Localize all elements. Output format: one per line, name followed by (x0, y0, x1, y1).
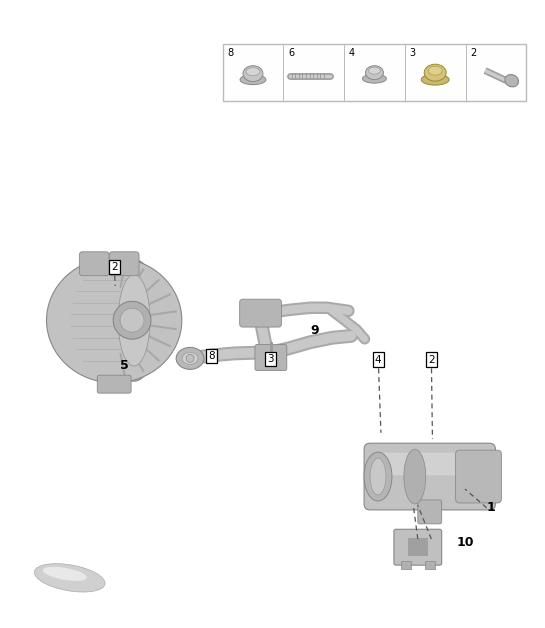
Text: 5: 5 (119, 359, 128, 372)
FancyBboxPatch shape (240, 299, 281, 327)
Bar (283, 44, 344, 102)
Bar (344, 44, 405, 102)
Ellipse shape (370, 458, 386, 495)
Ellipse shape (43, 567, 87, 581)
FancyBboxPatch shape (394, 529, 441, 565)
Bar (408, 544, 428, 550)
Bar (222, 44, 526, 102)
Ellipse shape (366, 66, 383, 80)
Ellipse shape (34, 564, 105, 592)
FancyBboxPatch shape (364, 443, 495, 510)
Text: 2: 2 (470, 48, 477, 58)
Ellipse shape (364, 452, 392, 501)
Text: 2: 2 (111, 262, 118, 272)
Bar (425, 561, 435, 569)
Bar (408, 538, 428, 544)
FancyBboxPatch shape (97, 375, 131, 393)
Text: 3: 3 (268, 354, 274, 364)
Bar (465, 44, 526, 102)
Text: 1: 1 (487, 501, 495, 514)
Ellipse shape (428, 66, 442, 75)
Text: 8: 8 (208, 351, 215, 361)
FancyBboxPatch shape (418, 500, 441, 524)
Ellipse shape (182, 352, 198, 364)
Ellipse shape (109, 259, 159, 381)
Ellipse shape (243, 66, 263, 82)
Ellipse shape (505, 75, 518, 87)
Ellipse shape (362, 74, 386, 83)
Text: 8: 8 (228, 48, 234, 58)
Ellipse shape (240, 75, 266, 85)
Ellipse shape (404, 449, 426, 504)
Text: 2: 2 (428, 355, 435, 365)
Text: 6: 6 (288, 48, 294, 58)
Ellipse shape (176, 347, 204, 369)
FancyBboxPatch shape (255, 345, 287, 371)
Ellipse shape (368, 67, 380, 74)
Bar (408, 550, 428, 556)
Text: 9: 9 (311, 325, 319, 337)
Ellipse shape (118, 274, 150, 366)
Ellipse shape (120, 308, 144, 332)
Ellipse shape (113, 301, 151, 339)
Bar (405, 44, 465, 102)
Ellipse shape (421, 74, 449, 85)
FancyBboxPatch shape (80, 252, 109, 276)
Ellipse shape (246, 68, 260, 75)
Bar (222, 44, 283, 102)
Ellipse shape (186, 354, 194, 362)
Text: 10: 10 (457, 536, 474, 550)
Text: 4: 4 (375, 355, 382, 365)
Ellipse shape (424, 64, 446, 81)
Ellipse shape (46, 257, 182, 383)
Text: 4: 4 (349, 48, 355, 58)
Text: 3: 3 (410, 48, 416, 58)
FancyBboxPatch shape (109, 252, 139, 276)
FancyBboxPatch shape (456, 450, 501, 503)
Bar (401, 561, 411, 569)
